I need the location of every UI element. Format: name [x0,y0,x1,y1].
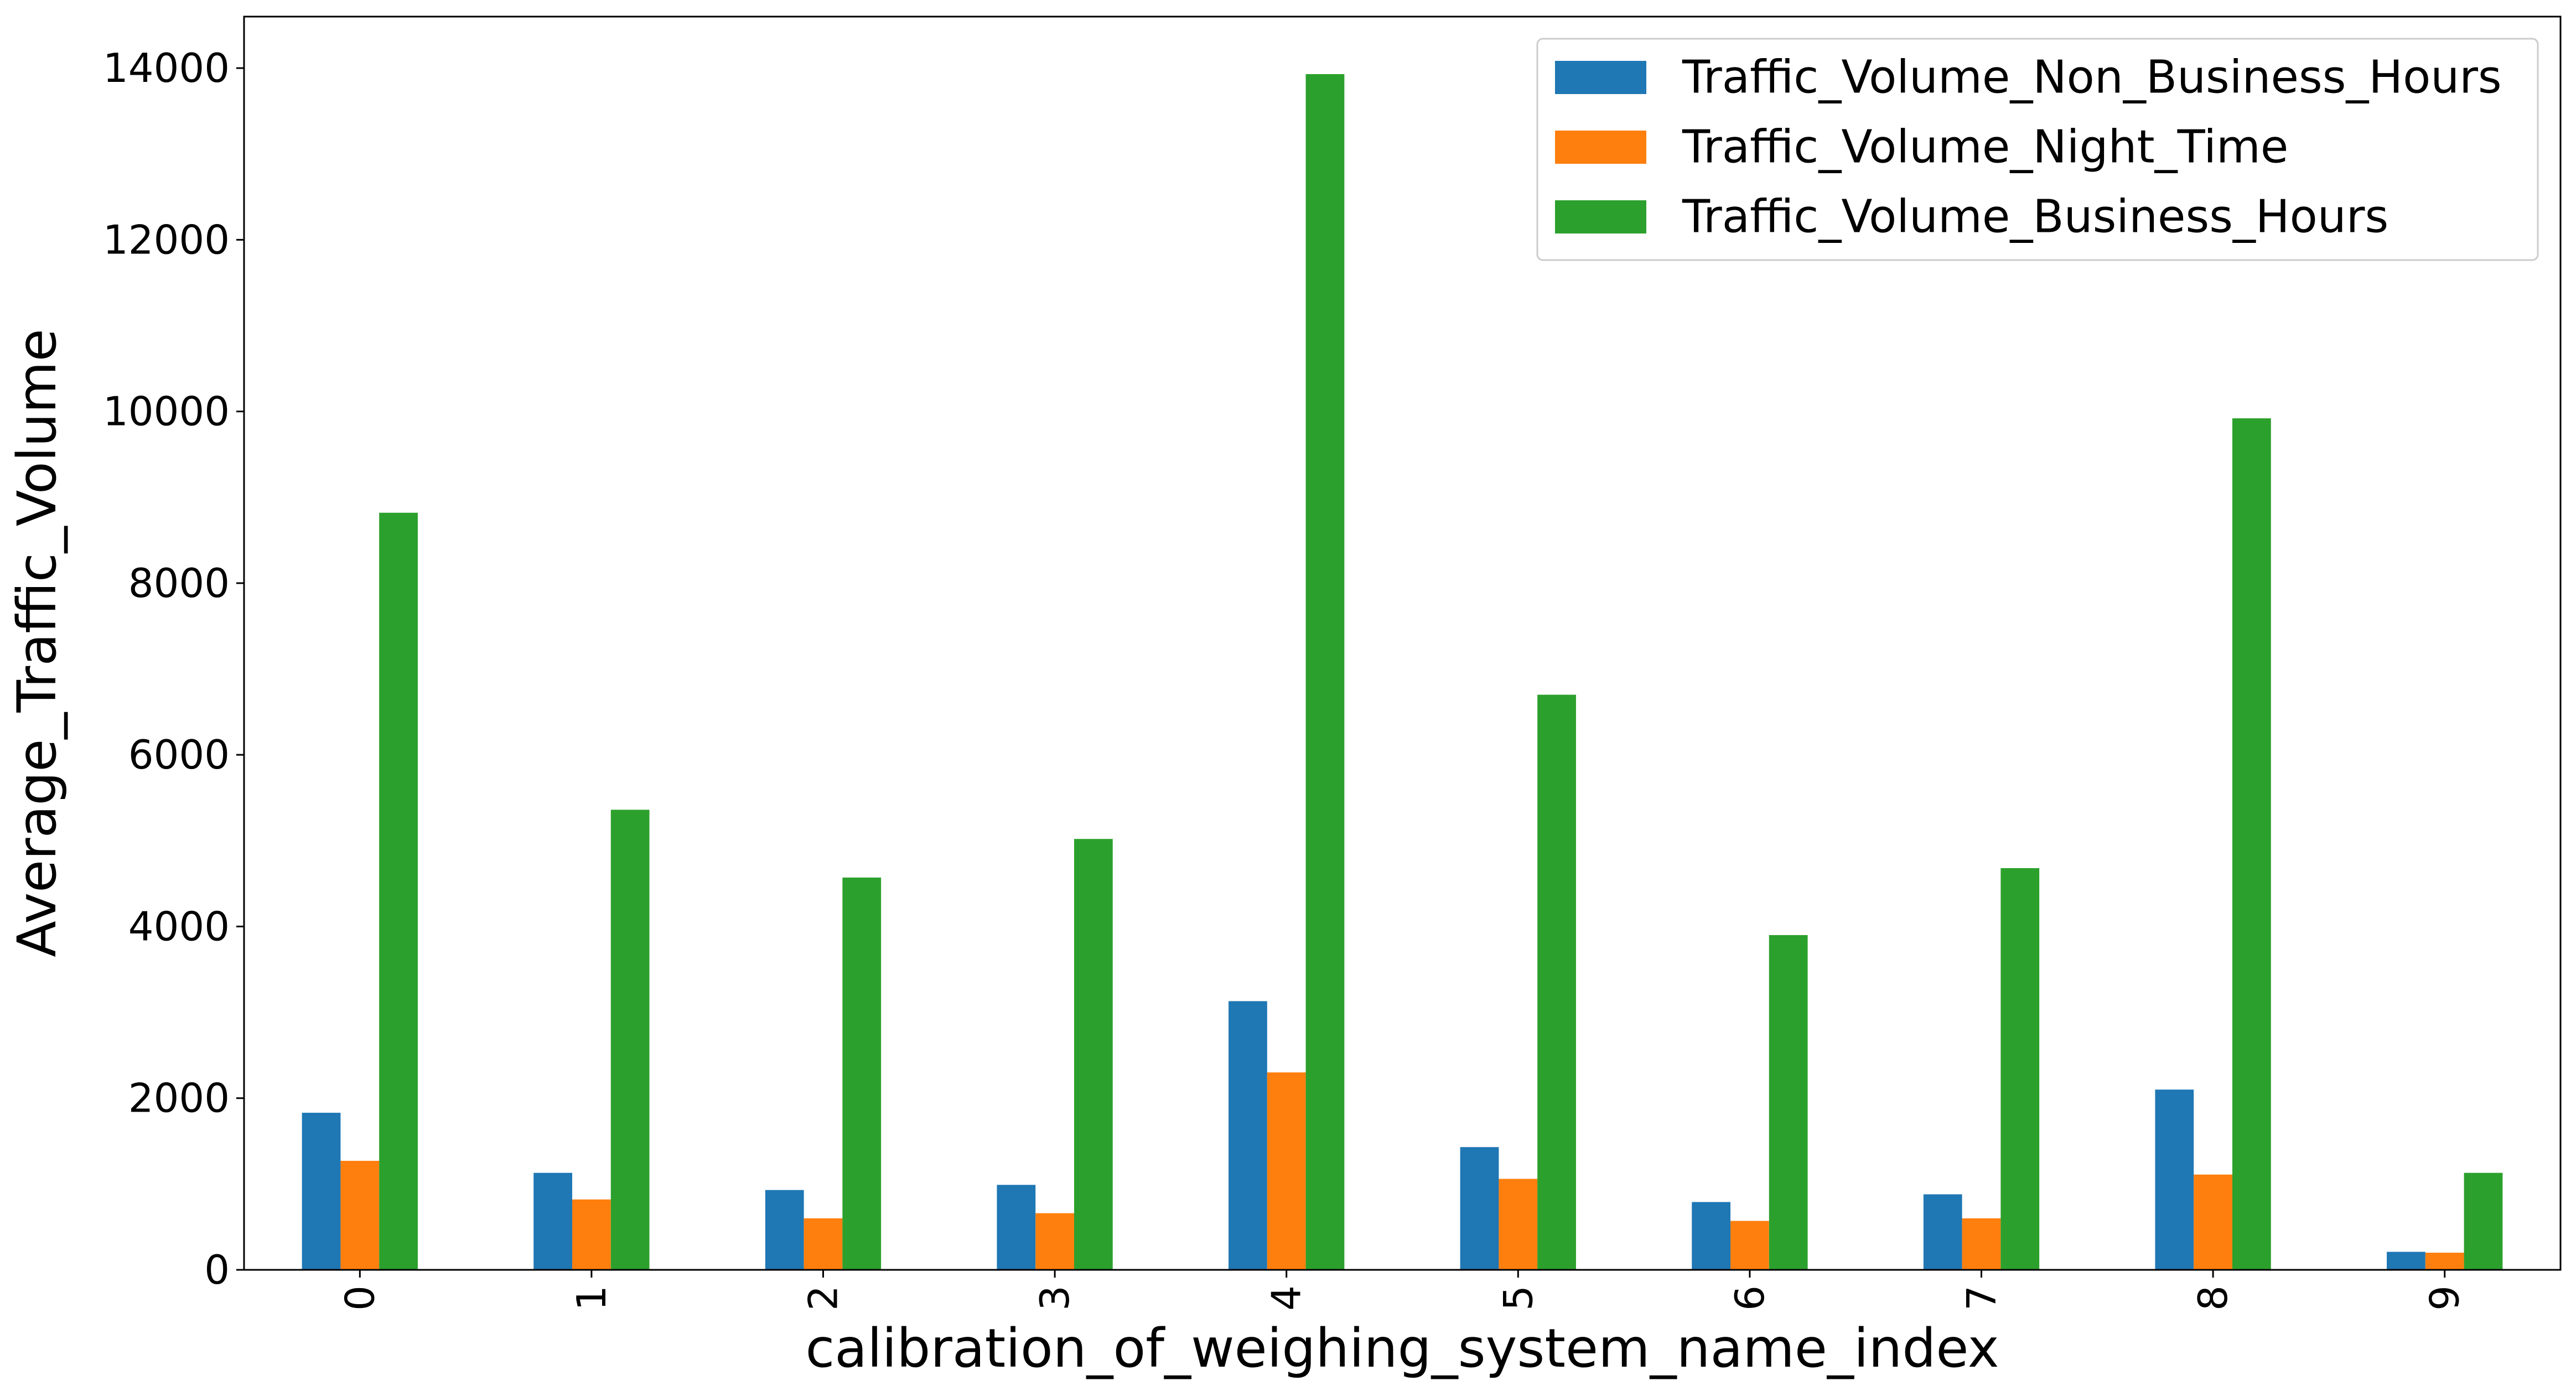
bar-Traffic_Volume_Night_Time-1 [572,1199,611,1270]
x-tick-label: 0 [336,1285,383,1311]
bar-Traffic_Volume_Non_Business_Hours-6 [1692,1202,1731,1270]
bar-Traffic_Volume_Non_Business_Hours-1 [533,1172,573,1270]
y-tick-label: 14000 [103,45,230,91]
y-tick-label: 6000 [128,731,230,778]
bar-Traffic_Volume_Business_Hours-6 [1769,935,1808,1270]
bar-Traffic_Volume_Night_Time-3 [1035,1213,1074,1270]
x-axis: 0 1 2 3 4 5 6 7 8 9 [336,1270,2468,1311]
legend-swatch [1555,131,1646,164]
y-tick-label: 8000 [128,560,230,606]
bar-Traffic_Volume_Business_Hours-8 [2232,418,2271,1270]
bar-Traffic_Volume_Night_Time-7 [1962,1218,2001,1270]
bar-Traffic_Volume_Non_Business_Hours-8 [2155,1089,2194,1270]
bar-Traffic_Volume_Night_Time-9 [2425,1252,2464,1270]
x-tick-label: 5 [1495,1285,1541,1311]
legend-label: Traffic_Volume_Night_Time [1682,121,2288,174]
bar-Traffic_Volume_Non_Business_Hours-3 [997,1185,1036,1270]
bar-Traffic_Volume_Non_Business_Hours-0 [302,1113,341,1270]
y-tick-label: 2000 [128,1075,230,1122]
bar-Traffic_Volume_Non_Business_Hours-9 [2387,1252,2425,1270]
bar-Traffic_Volume_Non_Business_Hours-5 [1460,1147,1499,1270]
legend: Traffic_Volume_Non_Business_Hours Traffic… [1536,38,2539,261]
x-tick-label: 1 [568,1285,615,1311]
bars-layer [302,74,2503,1270]
legend-swatch [1555,61,1646,94]
bar-Traffic_Volume_Business_Hours-1 [610,809,650,1270]
bar-Traffic_Volume_Business_Hours-4 [1305,74,1345,1270]
x-tick-label: 8 [2190,1285,2236,1311]
x-tick-label: 7 [1958,1285,2005,1311]
legend-label: Traffic_Volume_Business_Hours [1682,191,2388,243]
plot-frame [243,15,2562,1271]
y-tick-label: 0 [204,1247,230,1293]
x-tick-label: 9 [2422,1285,2468,1311]
bar-Traffic_Volume_Non_Business_Hours-4 [1229,1001,1267,1270]
bar-Traffic_Volume_Night_Time-8 [2194,1174,2232,1270]
legend-label: Traffic_Volume_Non_Business_Hours [1682,51,2502,104]
legend-swatch [1555,200,1646,233]
bar-Traffic_Volume_Business_Hours-2 [842,878,882,1270]
x-tick-label: 3 [1032,1285,1078,1311]
bar-Traffic_Volume_Business_Hours-5 [1537,694,1576,1270]
x-tick-label: 6 [1727,1285,1773,1311]
bar-Traffic_Volume_Night_Time-4 [1267,1072,1306,1270]
bar-Traffic_Volume_Business_Hours-9 [2464,1172,2503,1270]
y-tick-label: 10000 [103,388,230,435]
legend-frame [1536,38,2539,261]
bar-Traffic_Volume_Night_Time-5 [1499,1179,1538,1270]
bar-Traffic_Volume_Non_Business_Hours-2 [765,1190,804,1270]
x-tick-label: 4 [1263,1285,1310,1311]
y-tick-label: 4000 [128,903,230,949]
bar-Traffic_Volume_Night_Time-6 [1730,1221,1769,1270]
x-axis-label: calibration_of_weighing_system_name_inde… [805,1317,1999,1379]
y-axis: 0 2000 4000 6000 8000 10000 12000 14000 [103,45,244,1293]
bar-Traffic_Volume_Night_Time-2 [804,1218,843,1270]
bar-Traffic_Volume_Business_Hours-0 [379,512,418,1270]
y-tick-label: 12000 [103,216,230,263]
bar-Traffic_Volume_Night_Time-0 [340,1160,380,1270]
y-axis-label: Average_Traffic_Volume [6,329,68,957]
bar-Traffic_Volume_Business_Hours-7 [2000,868,2040,1270]
bar-Traffic_Volume_Non_Business_Hours-7 [1923,1194,1962,1270]
bar-Traffic_Volume_Business_Hours-3 [1074,839,1113,1270]
x-tick-label: 2 [800,1285,847,1311]
